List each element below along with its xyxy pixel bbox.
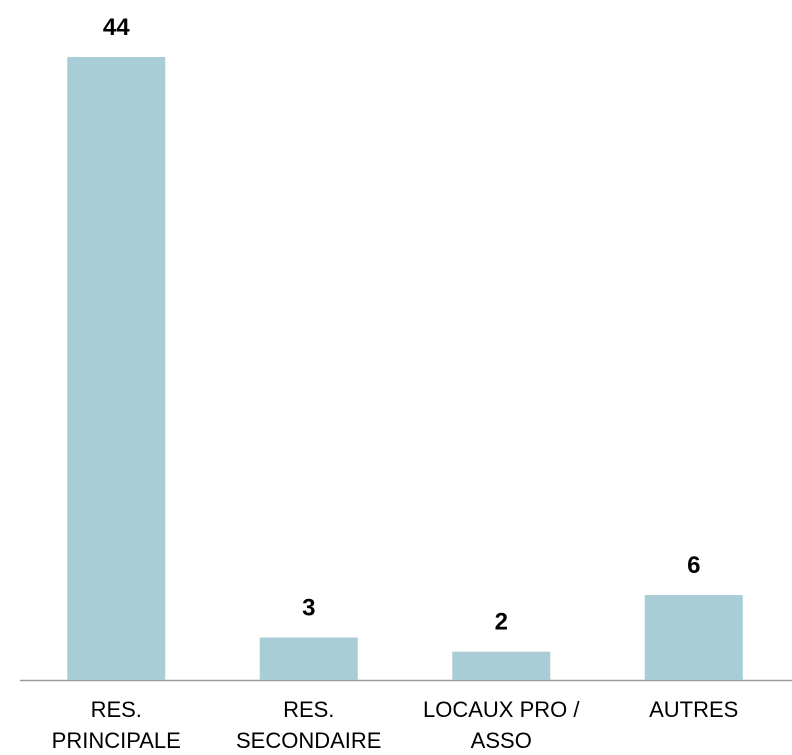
value-label: 6 [687,552,700,579]
value-label: 3 [302,595,315,622]
x-tick-label: RES. SECONDAIRE [236,697,382,753]
bar [259,637,358,680]
value-label: 2 [495,609,508,636]
value-label: 44 [103,14,130,41]
x-tick-label: LOCAUX PRO / ASSO [423,697,580,753]
bar [67,57,166,680]
bar [452,651,551,680]
x-tick-label: RES. PRINCIPALE [51,697,181,753]
x-tick-label: AUTRES [649,697,739,722]
bar [644,595,743,680]
